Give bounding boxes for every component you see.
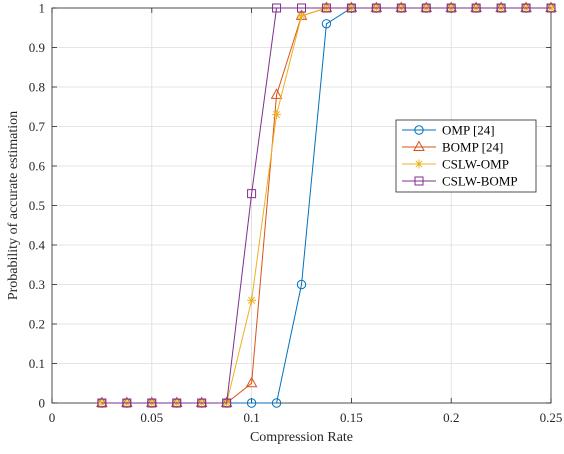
square-marker bbox=[272, 3, 282, 13]
x-tick-label: 0 bbox=[49, 410, 56, 425]
x-tick-label: 0.2 bbox=[443, 410, 459, 425]
circle-marker bbox=[271, 398, 282, 408]
legend-item: CSLW-BOMP bbox=[402, 174, 518, 189]
y-axis-label: Probability of accurate estimation bbox=[6, 111, 21, 300]
asterisk-marker bbox=[247, 295, 257, 305]
square-marker bbox=[197, 398, 207, 408]
y-tick-label: 0 bbox=[39, 396, 46, 411]
y-tick-label: 1 bbox=[39, 1, 46, 16]
square-marker bbox=[321, 3, 331, 13]
triangle-marker bbox=[270, 88, 283, 99]
series-line bbox=[101, 7, 551, 404]
x-tick-label: 0.15 bbox=[340, 410, 363, 425]
circle-marker bbox=[296, 279, 307, 290]
legend-label: BOMP [24] bbox=[442, 140, 503, 155]
circle-marker bbox=[246, 398, 257, 408]
legend-label: CSLW-BOMP bbox=[442, 174, 518, 189]
triangle-marker bbox=[413, 140, 425, 151]
legend-box bbox=[395, 119, 537, 193]
y-tick-label: 0.8 bbox=[29, 80, 45, 95]
legend-item: OMP [24] bbox=[402, 123, 495, 138]
y-tick-label: 0.5 bbox=[29, 198, 45, 213]
x-tick-label: 0.1 bbox=[243, 410, 259, 425]
square-marker bbox=[97, 398, 107, 408]
square-marker bbox=[496, 3, 506, 13]
y-tick-label: 0.9 bbox=[29, 40, 45, 55]
square-marker bbox=[346, 3, 356, 13]
asterisk-marker bbox=[414, 159, 424, 169]
x-axis-label: Compression Rate bbox=[250, 430, 353, 445]
square-marker bbox=[172, 398, 182, 408]
y-tick-label: 0.4 bbox=[29, 238, 46, 253]
square-marker bbox=[396, 3, 406, 13]
axis-ticks bbox=[51, 7, 552, 404]
square-marker bbox=[147, 398, 157, 408]
y-tick-label: 0.7 bbox=[29, 119, 46, 134]
y-tick-label: 0.2 bbox=[29, 317, 45, 332]
square-marker bbox=[521, 3, 531, 13]
square-marker bbox=[247, 189, 257, 199]
legend-label: CSLW-OMP bbox=[442, 157, 509, 172]
x-tick-labels: 0 0.05 0.1 0.15 0.2 0.25 bbox=[49, 410, 563, 425]
y-tick-label: 0.6 bbox=[29, 159, 46, 174]
y-tick-label: 0.1 bbox=[29, 356, 45, 371]
legend-label: OMP [24] bbox=[442, 123, 495, 138]
square-marker bbox=[471, 3, 481, 13]
square-marker bbox=[546, 3, 556, 13]
y-tick-label: 0.3 bbox=[29, 277, 45, 292]
square-marker bbox=[122, 398, 132, 408]
circle-marker bbox=[414, 125, 424, 135]
legend-item: BOMP [24] bbox=[402, 140, 503, 155]
asterisk-marker bbox=[297, 11, 306, 21]
square-marker bbox=[414, 176, 424, 186]
series-cslw-bomp bbox=[97, 3, 556, 408]
x-tick-label: 0.05 bbox=[140, 410, 163, 425]
square-marker bbox=[297, 3, 306, 13]
square-marker bbox=[371, 3, 381, 13]
triangle-marker bbox=[245, 376, 258, 388]
square-marker bbox=[421, 3, 431, 13]
square-marker bbox=[222, 398, 232, 408]
asterisk-marker bbox=[272, 110, 282, 120]
legend-item: CSLW-OMP bbox=[402, 157, 509, 172]
circle-marker bbox=[321, 19, 332, 29]
square-marker bbox=[446, 3, 456, 13]
y-tick-labels: 0 0.1 0.2 0.3 0.4 0.5 0.6 0.7 0.8 0.9 1 bbox=[29, 1, 46, 411]
x-tick-label: 0.25 bbox=[540, 410, 563, 425]
legend: OMP [24] BOMP [24] CSLW-OMP CSLW-BOMP bbox=[395, 119, 537, 193]
series-layer bbox=[96, 1, 557, 408]
